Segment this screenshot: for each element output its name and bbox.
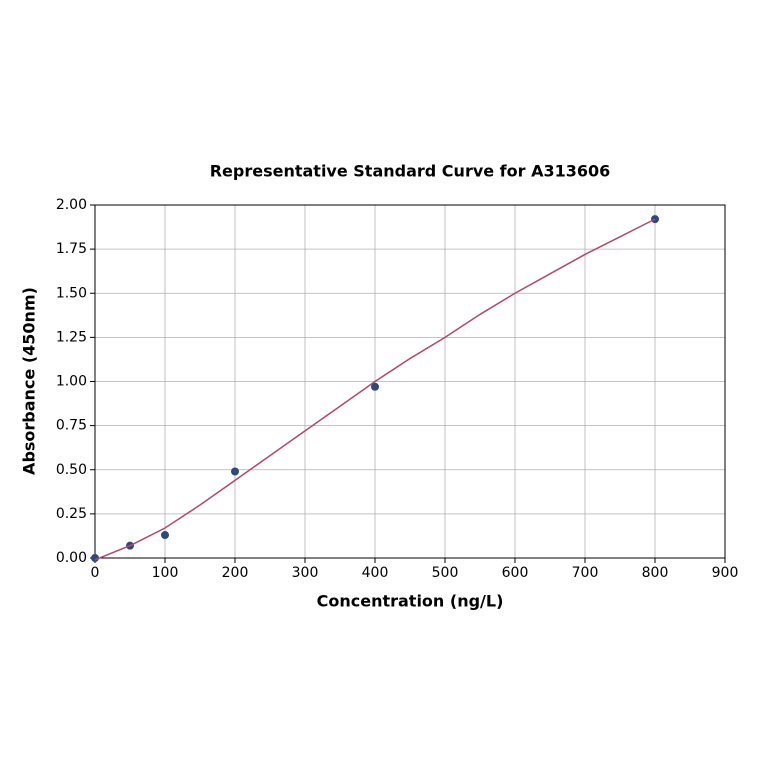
x-tick-label: 300 <box>292 565 319 581</box>
y-tick-label: 0.50 <box>56 462 87 478</box>
data-point <box>91 554 99 562</box>
data-point <box>161 531 169 540</box>
x-tick-label: 800 <box>642 565 669 581</box>
x-tick-label: 700 <box>572 565 599 581</box>
x-tick-label: 0 <box>91 565 100 581</box>
x-tick-label: 100 <box>152 565 179 581</box>
y-tick-label: 1.50 <box>56 285 87 301</box>
x-tick-label: 600 <box>502 565 529 581</box>
y-tick-label: 1.00 <box>56 374 87 390</box>
data-point <box>371 382 379 391</box>
x-tick-label: 200 <box>222 565 249 581</box>
y-tick-label: 2.00 <box>56 197 87 213</box>
y-tick-label: 0.25 <box>56 506 87 522</box>
x-tick-label: 500 <box>432 565 459 581</box>
plot-frame <box>94 204 726 559</box>
y-axis-label: Absorbance (450nm) <box>20 287 39 475</box>
y-tick-label: 1.75 <box>56 241 87 257</box>
chart-title: Representative Standard Curve for A31360… <box>210 162 611 181</box>
y-tick-label: 0.00 <box>56 550 87 566</box>
x-tick-label: 900 <box>712 565 739 581</box>
y-tick-label: 0.75 <box>56 418 87 434</box>
data-point <box>231 467 239 476</box>
x-tick-label: 400 <box>362 565 389 581</box>
fit-curve <box>94 218 656 561</box>
y-tick-label: 1.25 <box>56 329 87 345</box>
x-axis-label: Concentration (ng/L) <box>317 592 504 611</box>
